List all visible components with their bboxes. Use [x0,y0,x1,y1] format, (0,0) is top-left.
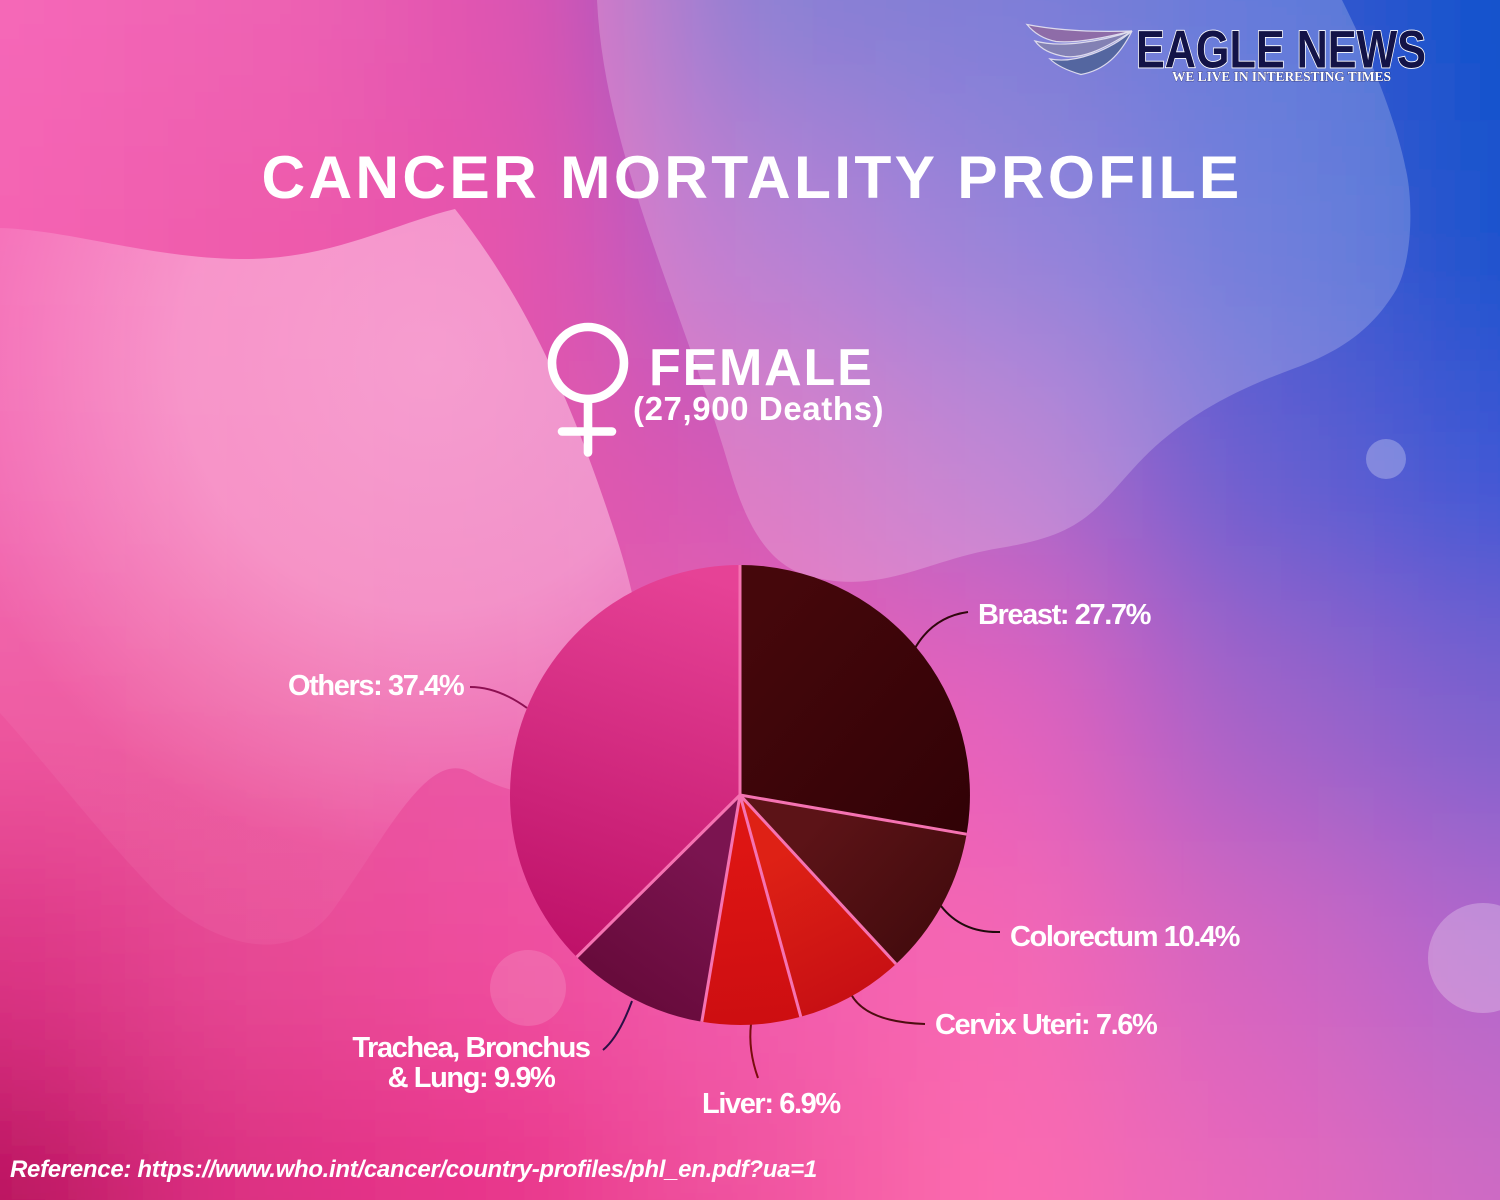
svg-text:WE LIVE IN INTERESTING TIMES: WE LIVE IN INTERESTING TIMES [1172,69,1391,84]
svg-text:EAGLE NEWS: EAGLE NEWS [1136,21,1426,80]
